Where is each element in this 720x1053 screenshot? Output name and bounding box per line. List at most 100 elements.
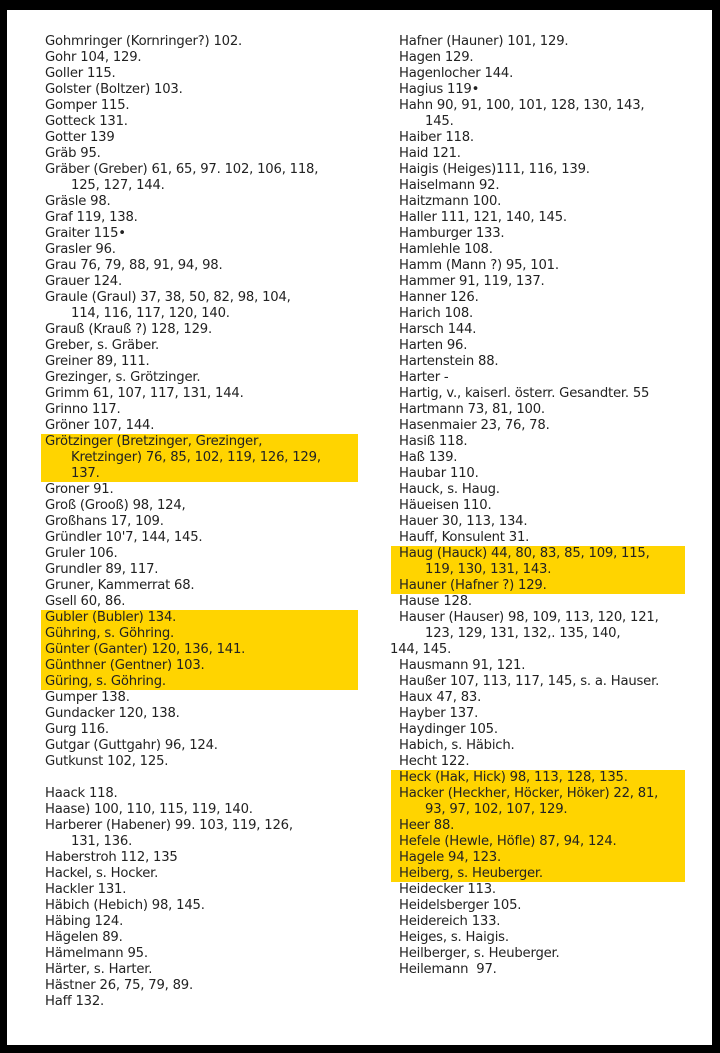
index-entry-line: Gutgar (Guttgahr) 96, 124. [45,738,218,753]
index-entry-line: Haitzmann 100. [399,194,502,209]
index-entry-line: Gohmringer (Kornringer?) 102. [45,34,243,49]
index-entry-line: Härter, s. Harter. [45,962,153,977]
index-entry-line: Heilberger, s. Heuberger. [399,946,560,961]
index-entry-line: Groner 91. [45,482,114,497]
index-column-right: Hafner (Hauner) 101, 129. Hagen 129. Hagen… [390,34,709,978]
index-entry-line: Hanner 126. [399,290,479,305]
index-entry-line-highlighted: 93, 97, 102, 107, 129. [391,802,685,818]
index-entry-line: 114, 116, 117, 120, 140. [71,306,230,321]
index-entry-line: Hartmann 73, 81, 100. [399,402,545,417]
index-entry-line: Hauser (Hauser) 98, 109, 113, 120, 121, [399,610,659,625]
index-entry-line: Haid 121. [399,146,461,161]
index-entry-line: Haack 118. [45,786,118,801]
index-entry-line: Hahn 90, 91, 100, 101, 128, 130, 143, [399,98,645,113]
index-entry-line: Gumper 138. [45,690,130,705]
index-entry-line: Grundler 89, 117. [45,562,159,577]
index-entry-line-highlighted: Hagele 94, 123. [391,850,685,866]
index-entry-line: Gomper 115. [45,98,130,113]
index-entry-line: Greber, s. Gräber. [45,338,160,353]
index-entry-line: Grinno 117. [45,402,121,417]
index-entry-line-highlighted: Kretzinger) 76, 85, 102, 119, 126, 129, [41,450,358,466]
index-entry-line-highlighted: Hefele (Hewle, Höfle) 87, 94, 124. [391,834,685,850]
scanned-index-page: Gohmringer (Kornringer?) 102. Gohr 104, 1… [7,10,712,1045]
index-entry-line: Hagen 129. [399,50,474,65]
index-blank-line [45,770,385,786]
index-entry-line: Heiges, s. Haigis. [399,930,509,945]
index-entry-line: Gräsle 98. [45,194,111,209]
index-entry-line-highlighted: Heiberg, s. Heuberger. [391,866,685,882]
index-entry-line-highlighted: Hacker (Heckher, Höcker, Höker) 22, 81, [391,786,685,802]
index-entry-line: Hecht 122. [399,754,470,769]
index-entry-line: Grasler 96. [45,242,116,257]
index-entry-line: Grimm 61, 107, 117, 131, 144. [45,386,244,401]
index-entry-line: Hauer 30, 113, 134. [399,514,528,529]
index-entry-line: Hauck, s. Haug. [399,482,500,497]
index-entry-line: Harter - [399,370,449,385]
index-entry-line: Haußer 107, 113, 117, 145, s. a. Hauser. [399,674,660,689]
index-entry-line: Hackler 131. [45,882,127,897]
index-entry-line: Gohr 104, 129. [45,50,142,65]
index-entry-line: Gundacker 120, 138. [45,706,180,721]
index-entry-line: Großhans 17, 109. [45,514,164,529]
index-entry-line: Hackel, s. Hocker. [45,866,159,881]
index-entry-line: Haller 111, 121, 140, 145. [399,210,567,225]
index-entry-line: Hafner (Hauner) 101, 129. [399,34,569,49]
index-entry-line: Häbing 124. [45,914,124,929]
index-entry-line: Habich, s. Häbich. [399,738,515,753]
index-entry-line: Gutkunst 102, 125. [45,754,169,769]
index-entry-line: 123, 129, 131, 132,. 135, 140, [425,626,621,641]
index-entry-line: Graiter 115• [45,226,126,241]
index-entry-line: Hästner 26, 75, 79, 89. [45,978,193,993]
index-entry-line: Hause 128. [399,594,472,609]
index-entry-line: Hagius 119• [399,82,480,97]
index-entry-line-highlighted: Heer 88. [391,818,685,834]
index-entry-line-highlighted: Güring, s. Göhring. [41,674,358,690]
index-entry-line: 125, 127, 144. [71,178,165,193]
index-entry-line: Groß (Grooß) 98, 124, [45,498,186,513]
index-entry-line: Goller 115. [45,66,116,81]
index-entry-line: Hamburger 133. [399,226,505,241]
index-entry-line: Hauff, Konsulent 31. [399,530,530,545]
index-entry-line: Hamm (Mann ?) 95, 101. [399,258,559,273]
index-entry-line: Hausmann 91, 121. [399,658,526,673]
index-entry-line: Hagenlocher 144. [399,66,514,81]
index-entry-line: Haß 139. [399,450,458,465]
index-entry-line: Haberstroh 112, 135 [45,850,178,865]
index-entry-line: Harsch 144. [399,322,477,337]
index-entry-line-highlighted: Günter (Ganter) 120, 136, 141. [41,642,358,658]
index-entry-line: Hämelmann 95. [45,946,148,961]
index-entry-line: Hasiß 118. [399,434,468,449]
index-entry-line: Grezinger, s. Grötzinger. [45,370,201,385]
index-entry-line: Gurg 116. [45,722,109,737]
index-entry-line: Haigis (Heiges)111, 116, 139. [399,162,590,177]
index-entry-line: Hayber 137. [399,706,479,721]
index-entry-line: Harten 96. [399,338,468,353]
index-entry-line: Haase) 100, 110, 115, 119, 140. [45,802,253,817]
index-entry-line: Gruner, Kammerrat 68. [45,578,195,593]
index-entry-line: Gräb 95. [45,146,101,161]
index-entry-line: 144, 145. [390,642,452,657]
index-entry-line: Graule (Graul) 37, 38, 50, 82, 98, 104, [45,290,291,305]
index-entry-line: Haiber 118. [399,130,474,145]
index-entry-line: Greiner 89, 111. [45,354,150,369]
index-entry-line-highlighted: Heck (Hak, Hick) 98, 113, 128, 135. [391,770,685,786]
index-entry-line-highlighted: Grötzinger (Bretzinger, Grezinger, [41,434,358,450]
index-entry-line: Hammer 91, 119, 137. [399,274,545,289]
index-entry-line: Haff 132. [45,994,105,1009]
index-entry-line: Haiselmann 92. [399,178,500,193]
index-entry-line: Hasenmaier 23, 76, 78. [399,418,550,433]
index-entry-line: Häbich (Hebich) 98, 145. [45,898,205,913]
index-entry-line: Grauß (Krauß ?) 128, 129. [45,322,212,337]
index-entry-line: Haubar 110. [399,466,479,481]
index-entry-line-highlighted: Günthner (Gentner) 103. [41,658,358,674]
index-entry-line: 131, 136. [71,834,133,849]
index-entry-line-highlighted: Gühring, s. Göhring. [41,626,358,642]
index-entry-line: 145. [425,114,454,129]
index-entry-line: Hartenstein 88. [399,354,499,369]
index-column-left: Gohmringer (Kornringer?) 102. Gohr 104, 1… [41,34,385,1010]
index-entry-line: Heilemann 97. [399,962,497,977]
index-entry-line: Grauer 124. [45,274,122,289]
index-entry-line: Gotteck 131. [45,114,128,129]
index-entry-line: Harberer (Habener) 99. 103, 119, 126, [45,818,293,833]
index-entry-line: Hartig, v., kaiserl. österr. Gesandter. … [399,386,650,401]
